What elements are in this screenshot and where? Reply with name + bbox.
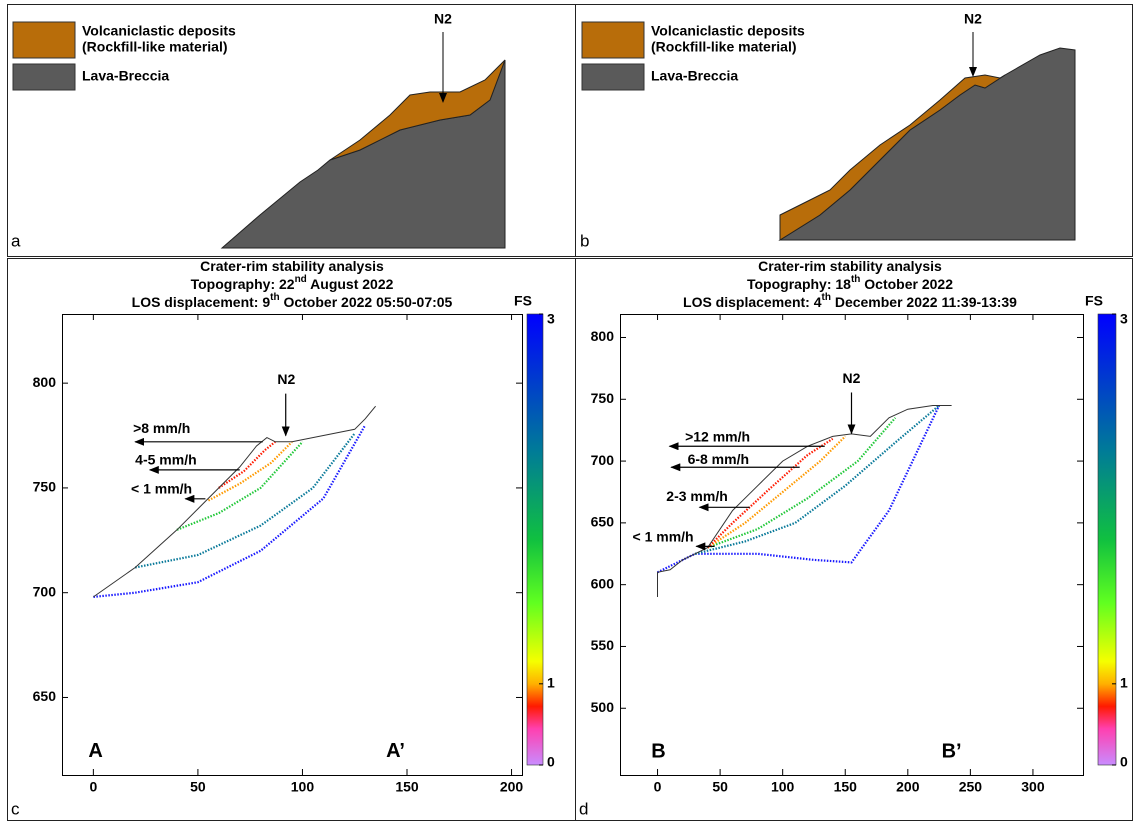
- y-tick-label: 650: [591, 514, 615, 530]
- legend-label: Volcaniclastic deposits: [651, 23, 805, 39]
- diagram-b: Volcaniclastic deposits (Rockfill-like m…: [580, 11, 1076, 250]
- chart-title: Crater-rim stability analysis: [200, 258, 384, 274]
- colorbar-label: FS: [1085, 293, 1103, 309]
- y-tick-label: 550: [591, 637, 615, 653]
- colorbar: [526, 313, 544, 766]
- diagram-a: Volcaniclastic deposits (Rockfill-like m…: [11, 11, 506, 250]
- topography-line: [657, 405, 952, 597]
- slip-surface: [706, 435, 846, 549]
- plot-area: [62, 314, 523, 776]
- annotation: < 1 mm/h: [633, 528, 694, 544]
- y-tick-label: 650: [33, 688, 57, 704]
- volcaniclastic-deposits: [779, 74, 1006, 241]
- y-tick-label: 750: [33, 479, 57, 495]
- annotation: >12 mm/h: [685, 428, 750, 444]
- annotation: < 1 mm/h: [131, 481, 192, 497]
- x-tick-label: 0: [654, 779, 662, 795]
- legend-swatch: [12, 63, 76, 91]
- colorbar-tick-label: 3: [1120, 311, 1128, 327]
- annotation: N2: [277, 371, 295, 387]
- plot-area: [620, 314, 1084, 776]
- panel-frame: [7, 258, 576, 821]
- slip-surface: [707, 417, 897, 549]
- chart-title: Topography: 22nd August 2022: [191, 274, 394, 292]
- section-label: B: [651, 740, 665, 762]
- slip-surface: [134, 432, 356, 569]
- legend-swatch: [581, 63, 645, 91]
- legend-label: Lava-Breccia: [651, 68, 738, 84]
- y-tick-label: 800: [591, 328, 615, 344]
- x-tick-label: 50: [712, 779, 728, 795]
- annotation: N2: [434, 11, 452, 27]
- annotation: 6-8 mm/h: [688, 451, 749, 467]
- x-tick-label: 100: [291, 779, 315, 795]
- y-tick-label: 600: [591, 575, 615, 591]
- x-tick-label: 0: [89, 779, 97, 795]
- annotation: 2-3 mm/h: [666, 488, 727, 504]
- annotation: N2: [843, 370, 861, 386]
- volcaniclastic-deposits: [329, 59, 506, 161]
- section-label: A: [88, 740, 102, 762]
- chart-title: Crater-rim stability analysis: [758, 258, 942, 274]
- slip-surface: [93, 424, 367, 598]
- x-tick-label: 50: [190, 779, 206, 795]
- y-tick-label: 700: [591, 452, 615, 468]
- panel-label: c: [11, 799, 20, 818]
- colorbar-tick-label: 1: [1120, 675, 1128, 691]
- panel-label: d: [579, 799, 588, 818]
- slip-surface: [176, 441, 304, 531]
- legend-label: Lava-Breccia: [82, 68, 169, 84]
- y-tick-label: 800: [33, 374, 57, 390]
- colorbar-tick-label: 0: [1120, 754, 1128, 770]
- legend-label: (Rockfill-like material): [82, 39, 228, 55]
- x-tick-label: 100: [771, 779, 795, 795]
- annotation: >8 mm/h: [133, 420, 190, 436]
- x-tick-label: 250: [959, 779, 983, 795]
- x-tick-label: 200: [896, 779, 920, 795]
- slip-surface: [207, 441, 293, 502]
- x-tick-label: 200: [500, 779, 524, 795]
- y-tick-label: 700: [33, 583, 57, 599]
- panel-label: b: [580, 231, 589, 250]
- legend-swatch: [12, 21, 76, 59]
- legend-swatch: [581, 21, 645, 59]
- y-tick-label: 750: [591, 390, 615, 406]
- chart-title: LOS displacement: 4th December 2022 11:3…: [683, 292, 1017, 310]
- annotation: 4-5 mm/h: [135, 451, 196, 467]
- section-label: B’: [942, 740, 962, 762]
- annotation: N2: [964, 11, 982, 27]
- legend-label: (Rockfill-like material): [651, 39, 797, 55]
- panel-label: a: [11, 231, 21, 250]
- x-tick-label: 150: [834, 779, 858, 795]
- x-tick-label: 150: [395, 779, 419, 795]
- x-tick-label: 300: [1021, 779, 1045, 795]
- chart-d: Crater-rim stability analysisTopography:…: [579, 258, 1128, 819]
- colorbar: [1097, 313, 1117, 766]
- y-tick-label: 500: [591, 699, 615, 715]
- colorbar-tick-label: 1: [547, 675, 555, 691]
- slip-surface: [694, 404, 940, 555]
- chart-c: Crater-rim stability analysisTopography:…: [11, 258, 555, 819]
- chart-title: Topography: 18th October 2022: [747, 274, 953, 292]
- lava-breccia: [220, 59, 506, 249]
- colorbar-tick-label: 0: [547, 754, 555, 770]
- section-label: A’: [386, 740, 405, 762]
- legend-label: Volcaniclastic deposits: [82, 23, 236, 39]
- colorbar-tick-label: 3: [547, 311, 555, 327]
- slip-surface: [218, 440, 276, 489]
- chart-title: LOS displacement: 9th October 2022 05:50…: [132, 292, 453, 310]
- colorbar-label: FS: [514, 293, 532, 309]
